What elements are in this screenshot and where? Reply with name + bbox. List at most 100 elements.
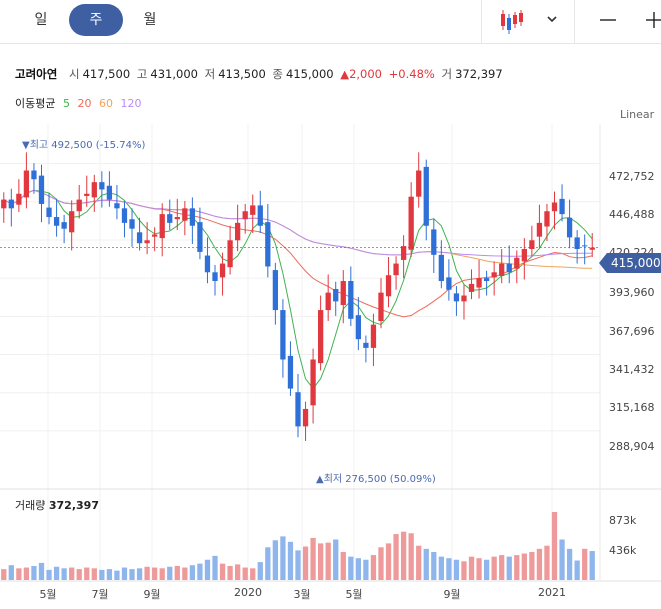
volume-value: 372,397 [455,67,503,81]
volume-bar [506,556,512,580]
volume-bar [529,551,535,580]
high-value: 431,000 [150,67,198,81]
y-tick-label: 393,960 [609,286,655,299]
candle-body [242,211,248,220]
candle-body [521,249,527,262]
volume-label: 거 [441,67,453,81]
volume-bar [99,569,105,580]
ma-60-label: 60 [98,97,113,110]
change-percent: +0.48% [388,67,435,81]
volume-bar [416,545,422,580]
candle-body [189,208,196,226]
candle-body [370,324,377,348]
volume-bar [106,569,113,580]
volume-bar [566,548,573,580]
chart-type-button[interactable] [495,6,535,36]
candle-body [114,203,120,209]
candle-body [280,310,286,360]
volume-bar [333,539,339,580]
x-tick-label: 7월 [91,588,109,601]
volume-bar [348,556,354,580]
tab-month[interactable]: 월 [143,12,157,28]
volume-tick-label: 873k [609,514,637,527]
volume-bar [363,559,369,580]
scale-toggle-button[interactable]: Linear [620,108,655,121]
volume-bar [295,550,301,580]
candle-body [99,182,105,190]
candle-body [287,355,294,389]
candle-body [295,392,301,427]
volume-bar [536,548,543,580]
candle-body [461,295,467,302]
candle-body [152,234,158,237]
volume-bar [204,559,211,580]
candle-body [310,359,316,406]
volume-bar [476,558,482,580]
y-tick-label: 341,432 [609,363,655,376]
volume-bar [551,511,558,580]
x-tick-label: 5월 [39,588,57,601]
volume-bar [393,534,399,580]
tab-week[interactable]: 주 [69,4,123,36]
volume-bar [453,559,460,580]
candle-body [574,237,580,250]
volume-bar [129,569,135,580]
volume-bar [446,558,452,580]
volume-bar [461,561,467,580]
open-value: 417,500 [82,67,131,81]
candle-body [453,293,460,302]
candle-body [23,170,30,198]
low-label: 저 [204,67,216,81]
zoom-out-button[interactable] [596,8,620,32]
minus-icon [600,19,616,21]
x-tick-label: 2021 [538,586,566,599]
candle-body [61,222,67,229]
volume-bar [385,543,392,580]
candle-body [385,275,392,297]
volume-panel-title: 거래량 372,397 [15,497,99,513]
zoom-in-button[interactable] [642,8,661,32]
volume-bar [302,546,309,580]
volume-bar [438,556,444,580]
volume-bar [325,542,331,580]
volume-bar [589,551,595,580]
high-label: 고 [136,67,148,81]
volume-bar [265,547,271,580]
candle-body [333,289,339,302]
candle-body [250,205,256,215]
candle-body [325,292,331,311]
candle-body [38,175,45,204]
candle-body [544,211,550,227]
close-value: 415,000 [286,67,334,81]
volume-bar [219,563,226,580]
low-value: 413,500 [218,67,266,81]
candle-body [302,408,309,427]
top-bar: 일 주 월 [0,0,661,44]
volume-bar [91,568,97,580]
volume-bar [310,537,316,580]
candle-body [219,263,226,278]
candle-body [69,211,75,233]
volume-bar [136,568,143,580]
tab-day[interactable]: 일 [34,12,48,28]
candle-body [8,199,14,209]
y-tick-label: 446,488 [609,208,655,221]
candle-body [212,272,218,282]
volume-bar [370,555,377,580]
volume-bar [53,566,60,580]
divider [574,0,575,44]
candle-body [136,232,143,244]
chart-type-dropdown[interactable] [540,8,564,32]
candle-body [174,217,180,220]
candle-body [499,263,505,276]
volume-title-label: 거래량 [15,499,46,512]
volume-bar [378,547,384,580]
candle-body [1,199,7,209]
candle-body [514,257,520,269]
stock-name: 고려아연 [15,67,58,81]
chevron-down-icon [547,16,557,23]
volume-bar [76,569,82,580]
volume-bar [235,564,241,580]
volume-bar [31,565,37,580]
